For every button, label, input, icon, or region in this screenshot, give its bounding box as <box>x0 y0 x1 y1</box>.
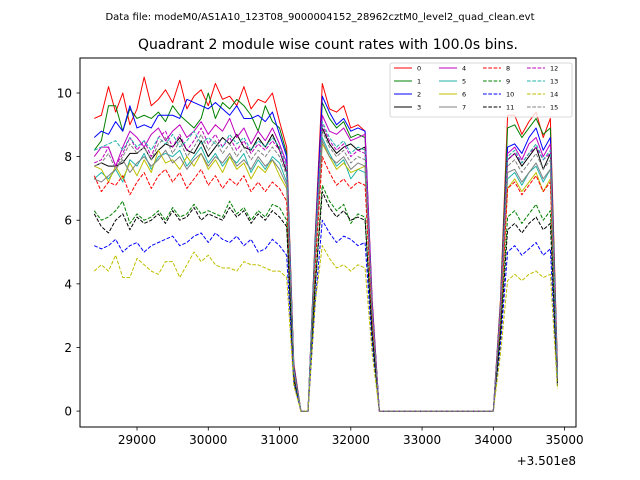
legend-box <box>389 62 573 118</box>
legend-label-0: 0 <box>417 65 421 73</box>
y-tick-label: 0 <box>64 405 72 419</box>
legend-label-9: 9 <box>506 78 510 86</box>
legend-label-8: 8 <box>506 65 510 73</box>
legend-label-13: 13 <box>550 78 558 86</box>
x-tick-label: 33000 <box>403 433 441 447</box>
x-axis: 29000 30000 31000 32000 33000 34000 35000 <box>118 427 584 447</box>
y-tick-label: 8 <box>64 150 72 164</box>
y-tick-label: 6 <box>64 214 72 228</box>
legend-label-15: 15 <box>550 104 558 112</box>
legend-label-4: 4 <box>462 65 466 73</box>
y-tick-label: 10 <box>57 86 72 100</box>
x-tick-label: 30000 <box>189 433 227 447</box>
legend-label-10: 10 <box>506 91 514 99</box>
legend-label-7: 7 <box>462 104 466 112</box>
legend-label-14: 14 <box>550 91 558 99</box>
legend-label-5: 5 <box>462 78 466 86</box>
legend-label-2: 2 <box>417 91 421 99</box>
x-tick-label: 29000 <box>118 433 156 447</box>
x-tick-label: 32000 <box>332 433 370 447</box>
legend-label-12: 12 <box>550 65 558 73</box>
y-axis: 0 2 4 6 8 10 <box>57 86 80 419</box>
plot-frame <box>79 57 577 428</box>
x-tick-label: 35000 <box>546 433 584 447</box>
legend-label-11: 11 <box>506 104 514 112</box>
legend-label-3: 3 <box>417 104 421 112</box>
x-tick-label: 31000 <box>260 433 298 447</box>
x-offset-label: +3.501e8 <box>517 454 576 468</box>
x-tick-label: 34000 <box>474 433 512 447</box>
chart-title: Quadrant 2 module wise count rates with … <box>138 37 518 53</box>
plot-area <box>93 76 558 412</box>
series-line-15 <box>94 130 558 412</box>
suptitle: Data file: modeM0/AS1A10_123T08_90000041… <box>105 12 534 23</box>
legend-label-1: 1 <box>417 78 421 86</box>
y-tick-label: 2 <box>64 341 72 355</box>
legend-label-6: 6 <box>462 91 466 99</box>
y-tick-label: 4 <box>64 277 72 291</box>
